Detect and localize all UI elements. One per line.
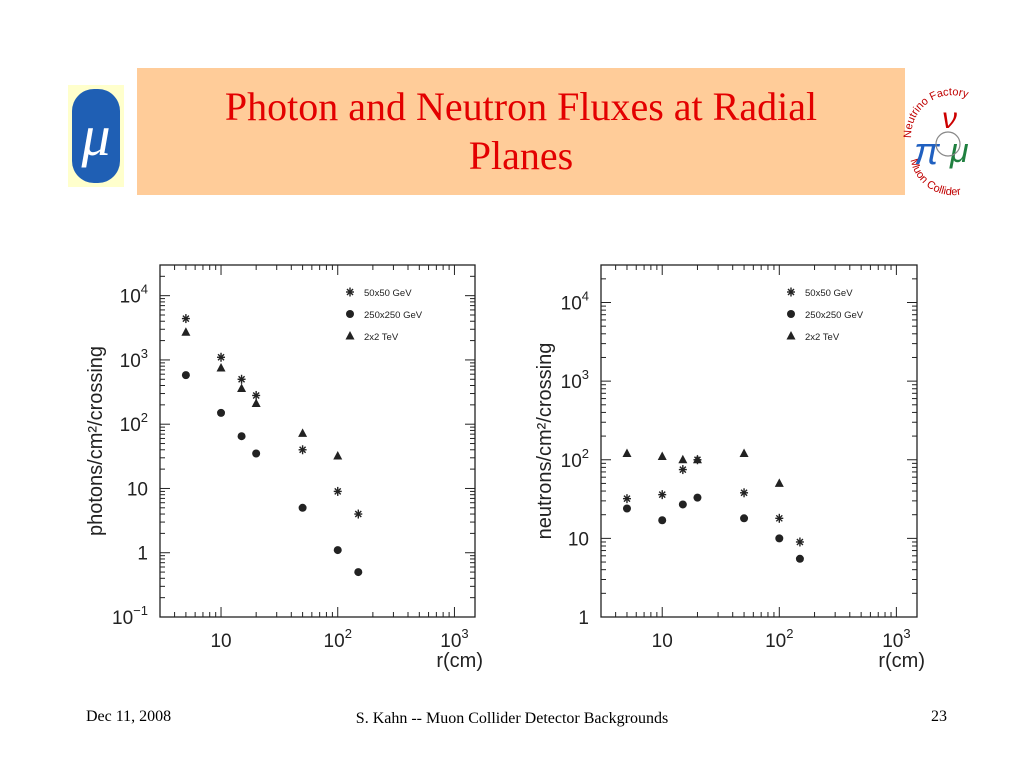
data-point [693, 493, 702, 502]
axis-ticks [600, 264, 917, 618]
data-point [739, 448, 749, 458]
pi-glyph: π [914, 131, 941, 173]
data-point [795, 537, 804, 547]
data-point [658, 516, 667, 525]
legend-label: 250x250 GeV [364, 310, 423, 321]
slide-title: Photon and Neutron Fluxes at Radial Plan… [224, 83, 818, 178]
data-point [252, 449, 261, 458]
data-point [181, 327, 191, 336]
x-tick-label: 10 [652, 631, 673, 652]
data-point [298, 503, 307, 512]
data-point [181, 314, 190, 324]
data-point [740, 488, 749, 498]
x-tick-label: 102 [324, 626, 352, 652]
data-point [237, 432, 246, 441]
data-point [622, 494, 631, 504]
series-triangle [622, 448, 784, 487]
series-star [181, 314, 363, 519]
y-tick-label: 10 [568, 529, 589, 550]
data-point [795, 554, 804, 563]
legend: 50x50 GeV 250x250 GeV 2x2 TeV [345, 287, 423, 343]
legend-marker [787, 287, 795, 297]
data-point [217, 352, 226, 362]
title-box: Photon and Neutron Fluxes at Radial Plan… [137, 68, 905, 195]
nu-glyph: ν [942, 102, 957, 135]
plot-frame [159, 264, 476, 618]
data-point [740, 514, 749, 523]
data-point [181, 371, 190, 380]
data-point [237, 383, 247, 392]
data-point [774, 478, 784, 487]
legend-label: 50x50 GeV [364, 288, 412, 299]
plot-frame [600, 264, 918, 618]
photon-flux-plot: 10 102 103 10−1 1 10 102 103 104 r(cm) photons/cm²… [85, 264, 483, 672]
legend-label: 2x2 TeV [805, 332, 840, 343]
x-tick-label: 103 [882, 626, 910, 652]
y-tick-label: 1 [578, 608, 589, 629]
data-point [622, 448, 632, 458]
legend-marker [787, 310, 795, 318]
y-tick-label: 1 [137, 544, 148, 565]
series-star [622, 455, 804, 547]
y-tick-label: 102 [120, 410, 148, 436]
data-point [622, 504, 631, 513]
footer-date: Dec 11, 2008 [86, 708, 172, 725]
data-point [678, 454, 688, 464]
y-axis-label: neutrons/cm²/crossing [534, 343, 556, 540]
data-point [657, 451, 667, 461]
x-axis-label: r(cm) [436, 650, 483, 672]
series-circle [181, 371, 363, 577]
data-point [333, 451, 343, 460]
nf-logo-ring [935, 131, 961, 157]
y-tick-label: 102 [561, 446, 589, 472]
legend-marker [345, 331, 355, 340]
data-point [354, 509, 363, 519]
data-point [237, 374, 246, 384]
mu-symbol: μ [72, 89, 120, 183]
data-point [678, 465, 687, 475]
footer-page-number: 23 [931, 708, 947, 725]
legend: 50x50 GeV 250x250 GeV 2x2 TeV [786, 287, 864, 343]
y-tick-label: 104 [120, 282, 148, 308]
legend-marker [786, 331, 796, 340]
axis-ticks [159, 264, 475, 618]
mu-logo: μ [68, 85, 124, 187]
x-tick-label: 10 [210, 631, 231, 652]
data-point [217, 408, 226, 417]
x-tick-label: 103 [440, 626, 468, 652]
footer-center: S. Kahn -- Muon Collider Detector Backgr… [355, 710, 669, 727]
y-tick-label: 10−1 [112, 603, 148, 629]
legend-label: 50x50 GeV [805, 288, 853, 299]
data-point [216, 362, 226, 372]
data-point [251, 398, 261, 407]
y-tick-label: 103 [561, 367, 589, 393]
series-triangle [181, 327, 343, 460]
legend-label: 2x2 TeV [364, 332, 399, 343]
data-point [775, 534, 784, 543]
data-point [692, 454, 702, 464]
y-axis-label: photons/cm²/crossing [85, 346, 107, 536]
y-tick-label: 104 [561, 289, 589, 315]
data-point [298, 445, 307, 455]
neutron-flux-plot: 10 102 103 1 10 102 103 104 r(cm) neutrons/cm²/cr… [534, 264, 925, 672]
neutrino-factory-logo: Neutrino Factory Muon Collider ν π μ [902, 86, 970, 198]
data-point [775, 513, 784, 523]
legend-marker [346, 287, 354, 297]
legend-label: 250x250 GeV [805, 310, 864, 321]
data-point [678, 500, 687, 509]
data-point [333, 486, 342, 496]
data-point [354, 568, 363, 577]
legend-marker [346, 310, 354, 318]
mu-glyph: μ [949, 132, 969, 170]
series-circle [622, 493, 804, 563]
x-axis-label: r(cm) [878, 650, 925, 672]
x-tick-label: 102 [765, 626, 793, 652]
data-point [658, 490, 667, 500]
data-point [333, 546, 342, 555]
data-point [252, 390, 261, 400]
y-tick-label: 103 [120, 346, 148, 372]
data-point [298, 428, 308, 437]
y-tick-label: 10 [127, 479, 148, 500]
